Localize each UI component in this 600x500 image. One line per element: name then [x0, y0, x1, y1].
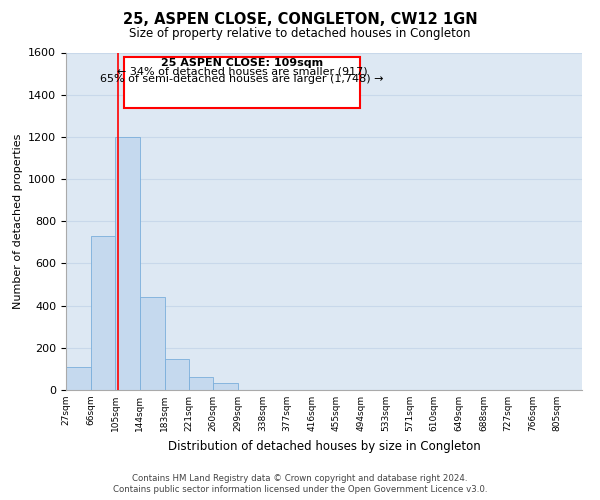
- Bar: [164, 360, 189, 390]
- Text: 25, ASPEN CLOSE, CONGLETON, CW12 1GN: 25, ASPEN CLOSE, CONGLETON, CW12 1GN: [122, 12, 478, 28]
- Text: 25 ASPEN CLOSE: 109sqm: 25 ASPEN CLOSE: 109sqm: [161, 58, 323, 68]
- Bar: [124, 57, 359, 108]
- Text: ← 34% of detached houses are smaller (917): ← 34% of detached houses are smaller (91…: [116, 66, 367, 76]
- Y-axis label: Number of detached properties: Number of detached properties: [13, 134, 23, 309]
- Text: Contains HM Land Registry data © Crown copyright and database right 2024.
Contai: Contains HM Land Registry data © Crown c…: [113, 474, 487, 494]
- Text: Size of property relative to detached houses in Congleton: Size of property relative to detached ho…: [129, 28, 471, 40]
- X-axis label: Distribution of detached houses by size in Congleton: Distribution of detached houses by size …: [167, 440, 481, 452]
- Bar: [188, 378, 213, 390]
- Bar: [115, 137, 140, 390]
- Bar: [66, 367, 91, 390]
- Text: 65% of semi-detached houses are larger (1,748) →: 65% of semi-detached houses are larger (…: [100, 74, 383, 85]
- Bar: [213, 382, 238, 390]
- Bar: [140, 297, 164, 390]
- Bar: [91, 236, 115, 390]
